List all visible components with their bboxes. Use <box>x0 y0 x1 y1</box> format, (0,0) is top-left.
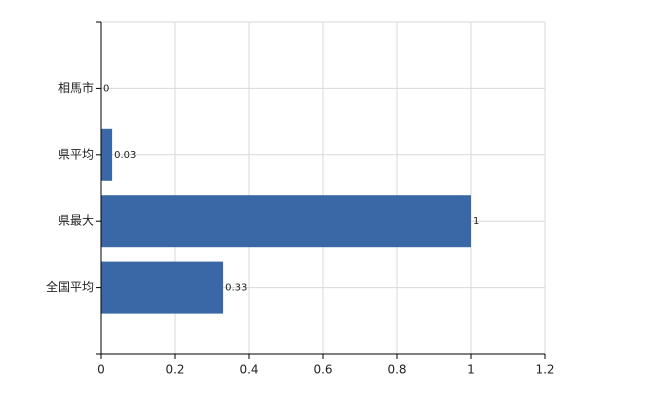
value-label: 0 <box>103 83 109 94</box>
y-tick-label: 相馬市 <box>58 80 94 95</box>
value-label: 0.33 <box>225 283 247 294</box>
x-tick-label: 0 <box>97 363 105 377</box>
y-tick-label: 全国平均 <box>46 279 94 294</box>
x-tick-label: 0.2 <box>165 363 184 377</box>
x-tick-label: 1.2 <box>535 363 554 377</box>
bar <box>101 261 224 314</box>
x-tick-label: 1 <box>467 363 475 377</box>
x-tick-label: 0.4 <box>239 363 258 377</box>
value-label: 1 <box>473 216 479 227</box>
y-tick-label: 県最大 <box>58 214 94 228</box>
bar <box>101 128 113 181</box>
value-label: 0.03 <box>114 150 136 161</box>
bar <box>101 195 471 248</box>
y-tick-label: 県平均 <box>58 147 94 161</box>
x-tick-label: 0.6 <box>313 363 332 377</box>
x-tick-label: 0.8 <box>387 363 406 377</box>
